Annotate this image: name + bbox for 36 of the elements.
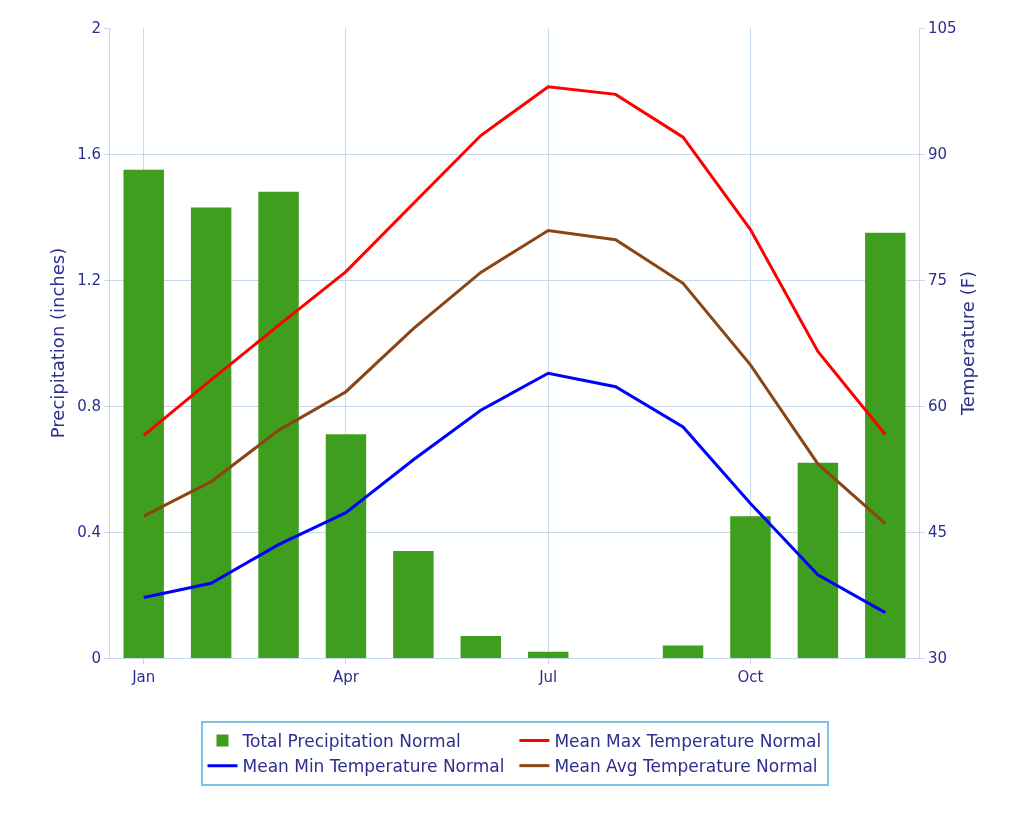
- bar: [662, 645, 704, 658]
- legend-label: Mean Max Temperature Normal: [554, 731, 822, 752]
- x-tick-label: Jan: [131, 668, 156, 686]
- line-series: [142, 371, 887, 615]
- bar: [190, 207, 232, 658]
- y-axis-title: Precipitation (inches): [47, 247, 68, 439]
- y-tick-label: 2: [91, 19, 101, 38]
- x-tick-label: Apr: [332, 668, 360, 686]
- legend-label: Mean Min Temperature Normal: [242, 756, 505, 777]
- y2-tick-label: 105: [928, 19, 957, 38]
- x-tick-label: Oct: [737, 668, 764, 686]
- y-tick-label: 0.8: [77, 397, 101, 416]
- bar: [865, 232, 906, 658]
- bar: [460, 635, 502, 658]
- bar: [393, 550, 434, 658]
- y-tick-label: 0: [91, 649, 101, 668]
- bar: [797, 462, 839, 658]
- y-tick-label: 1.6: [77, 145, 101, 164]
- y-tick-label: 1.2: [77, 271, 101, 290]
- y2-tick-label: 30: [928, 649, 948, 668]
- legend-label: Total Precipitation Normal: [241, 731, 461, 752]
- bar: [123, 169, 164, 658]
- legend-label: Mean Avg Temperature Normal: [554, 756, 818, 777]
- bar: [527, 651, 569, 658]
- y2-tick-label: 60: [928, 397, 948, 416]
- line-series: [142, 228, 887, 526]
- y2-tick-label: 75: [928, 271, 948, 290]
- bar: [325, 434, 367, 658]
- y2-tick-label: 90: [928, 145, 948, 164]
- bar: [258, 191, 299, 658]
- line-series: [142, 85, 887, 437]
- y2-tick-label: 45: [928, 523, 948, 542]
- y2-axis-title: Temperature (F): [957, 270, 978, 417]
- x-tick-label: Jul: [538, 668, 558, 686]
- y-tick-label: 0.4: [77, 523, 101, 542]
- bar: [730, 516, 771, 658]
